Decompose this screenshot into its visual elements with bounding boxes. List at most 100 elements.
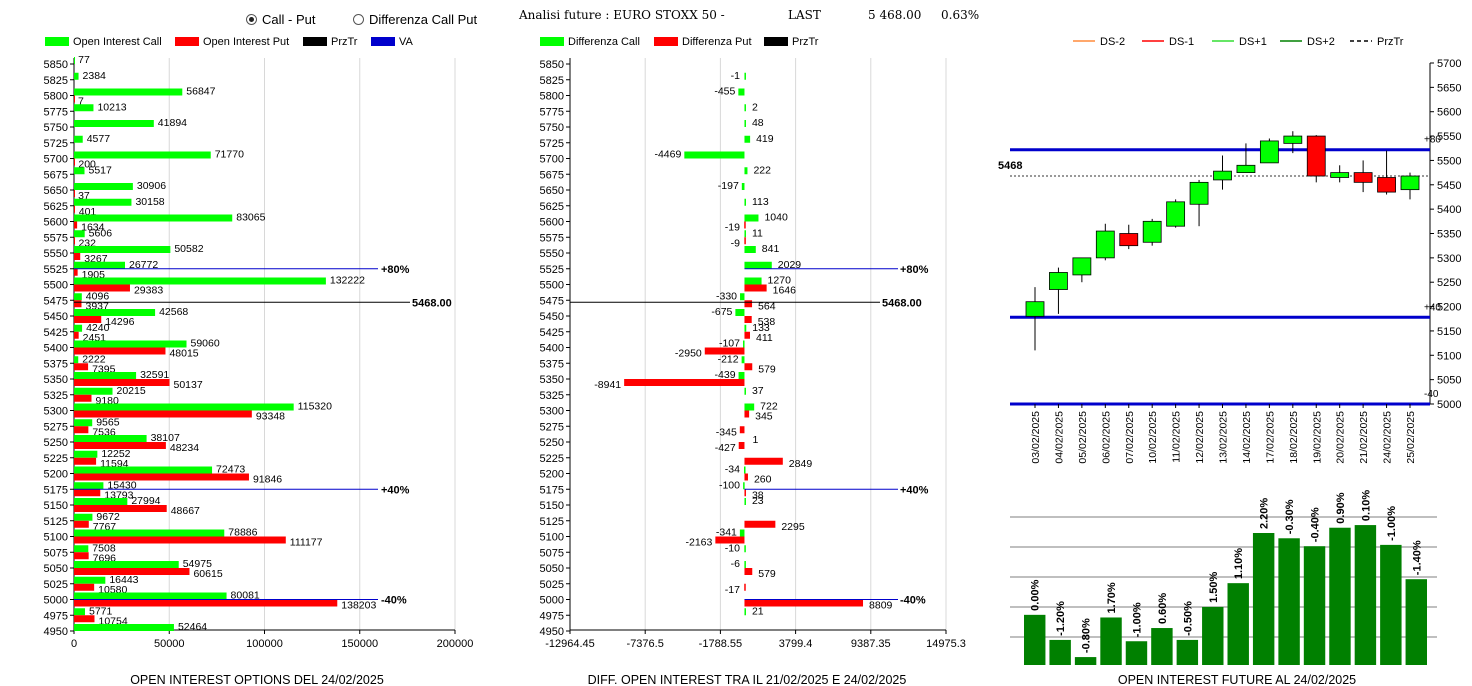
c1-label-call-14: 132222 bbox=[330, 275, 365, 287]
c1-label-call-10: 83065 bbox=[236, 212, 265, 224]
c4-bar-label-12: 0.90% bbox=[1335, 492, 1347, 523]
c2-label-call-14: 1270 bbox=[768, 275, 792, 287]
c3-hline-label-2: -40 bbox=[1424, 389, 1439, 400]
c1-ytick-label-35: 4975 bbox=[44, 610, 68, 622]
c2-bar-call-4 bbox=[744, 120, 746, 127]
c1-bar-call-35 bbox=[74, 608, 85, 616]
c2-ytick-label-17: 5425 bbox=[540, 327, 564, 339]
c2-label-put-22: 345 bbox=[755, 411, 773, 423]
c3-xtick-label-0: 03/02/2025 bbox=[1030, 411, 1042, 464]
c2-bar-call-27 bbox=[743, 482, 745, 490]
c2-bar-call-5 bbox=[744, 135, 751, 143]
c4-bar-label-10: -0.30% bbox=[1284, 499, 1296, 534]
c2-ytick-label-35: 4975 bbox=[540, 610, 564, 622]
c4-bar-9 bbox=[1252, 533, 1275, 665]
c1-bar-call-20 bbox=[74, 372, 137, 379]
c3-candle-10 bbox=[1259, 140, 1279, 164]
c2-bar-put-19 bbox=[744, 363, 753, 371]
c1-bar-call-5 bbox=[74, 135, 83, 143]
c1-label-call-36: 52464 bbox=[178, 621, 207, 633]
c4-title: OPEN INTEREST FUTURE AL 24/02/2025 bbox=[1118, 673, 1356, 686]
c1-bar-call-8 bbox=[74, 183, 133, 190]
c2-ytick-label-30: 5100 bbox=[540, 532, 564, 544]
c2-ytick-label-7: 5675 bbox=[540, 169, 564, 181]
c3-xtick-label-16: 25/02/2025 bbox=[1405, 411, 1417, 464]
c2-label-call-10: 1040 bbox=[764, 212, 788, 224]
c1-bar-call-32 bbox=[74, 561, 179, 568]
c3-xtick-label-12: 19/02/2025 bbox=[1311, 411, 1323, 464]
c1-bar-call-21 bbox=[74, 387, 113, 395]
c4-bar-2 bbox=[1074, 657, 1097, 665]
c3-xtick-label-11: 18/02/2025 bbox=[1288, 411, 1300, 464]
c1-bar-call-27 bbox=[74, 482, 104, 490]
c2-label-put-19: 579 bbox=[758, 363, 776, 375]
c1-bar-call-14 bbox=[74, 277, 326, 285]
c2-label-put-27: 38 bbox=[752, 489, 764, 501]
c2-legend-label-1: Differenza Put bbox=[682, 36, 752, 48]
c2-label-call-1: -1 bbox=[731, 70, 740, 82]
c1-xtick-label-0: 0 bbox=[71, 638, 77, 650]
c1-ytick-label-4: 5750 bbox=[44, 122, 68, 134]
c1-bar-call-11 bbox=[74, 230, 85, 238]
c1-label-call-35: 5771 bbox=[89, 605, 113, 617]
c1-ytick-label-3: 5775 bbox=[44, 106, 68, 118]
c3-xtick-label-9: 14/02/2025 bbox=[1241, 411, 1253, 464]
c1-legend-label-3: VA bbox=[399, 36, 414, 48]
candlestick-chart: DS-2 DS-1 DS+1 DS+2 PrzTr 5000 5050 5100 5150 520… bbox=[998, 36, 1461, 464]
c1-label-put-26: 91846 bbox=[253, 474, 282, 486]
c2-label-call-2: -455 bbox=[714, 86, 735, 98]
radio-difference-indicator bbox=[353, 13, 364, 25]
c1-bar-put-23 bbox=[74, 426, 89, 434]
c2-label-call-31: -10 bbox=[725, 542, 740, 554]
c2-label-call-27: -100 bbox=[719, 479, 740, 491]
c1-bar-call-23 bbox=[74, 419, 93, 427]
c1-label-call-20: 32591 bbox=[140, 369, 169, 381]
c1-legend-swatch-3 bbox=[371, 37, 395, 46]
c2-marker-label-0: +80% bbox=[900, 264, 929, 276]
c1-bar-put-2 bbox=[74, 95, 75, 103]
c2-bar-call-10 bbox=[744, 214, 759, 222]
c2-label-put-26: 260 bbox=[754, 474, 772, 486]
c2-bar-call-7 bbox=[744, 167, 748, 175]
c1-label-call-12: 50582 bbox=[174, 243, 203, 255]
c2-ytick-label-27: 5175 bbox=[540, 484, 564, 496]
c1-bar-put-32 bbox=[74, 568, 190, 575]
c2-xtick-label-3: 3799.4 bbox=[779, 638, 813, 650]
c1-ytick-label-26: 5200 bbox=[44, 469, 68, 481]
c1-bar-call-26 bbox=[74, 466, 213, 474]
c4-bar-label-8: 1.10% bbox=[1233, 548, 1245, 579]
c1-ytick-label-11: 5575 bbox=[44, 232, 68, 244]
c4-bar-label-13: 0.10% bbox=[1360, 490, 1372, 521]
c1-label-call-17: 4240 bbox=[86, 322, 110, 334]
c2-ytick-label-8: 5650 bbox=[540, 185, 564, 197]
c1-price-label: 5468.00 bbox=[412, 297, 452, 309]
c2-ytick-label-13: 5525 bbox=[540, 264, 564, 276]
c2-label-put-18: -2950 bbox=[675, 348, 702, 360]
c1-bar-put-35 bbox=[74, 615, 95, 623]
c1-ytick-label-10: 5600 bbox=[44, 217, 68, 229]
c2-label-put-17: 411 bbox=[756, 332, 773, 344]
c1-label-call-3: 10213 bbox=[97, 101, 126, 113]
c1-bar-put-29 bbox=[74, 520, 89, 528]
radio-difference[interactable]: Differenza Call Put bbox=[353, 10, 477, 28]
c4-bar-6 bbox=[1176, 639, 1199, 665]
c1-bar-call-24 bbox=[74, 435, 147, 442]
c2-ytick-label-10: 5600 bbox=[540, 217, 564, 229]
c2-bar-put-22 bbox=[744, 410, 750, 418]
c2-ytick-label-33: 5025 bbox=[540, 579, 564, 591]
c1-ytick-label-33: 5025 bbox=[44, 579, 68, 591]
c1-label-call-21: 20215 bbox=[117, 385, 146, 397]
radio-call-put[interactable]: Call - Put bbox=[246, 10, 315, 28]
c1-bar-call-17 bbox=[74, 324, 83, 332]
c4-bar-3 bbox=[1100, 617, 1122, 665]
c1-ytick-label-28: 5150 bbox=[44, 500, 68, 512]
c1-label-call-0: 77 bbox=[78, 54, 90, 66]
c3-candle-7 bbox=[1189, 181, 1209, 205]
c3-price-label: 5468 bbox=[998, 160, 1022, 172]
c3-candle-8 bbox=[1213, 170, 1232, 181]
c3-xtick-label-13: 20/02/2025 bbox=[1335, 411, 1347, 464]
c2-ytick-label-9: 5625 bbox=[540, 201, 564, 213]
c1-label-put-28: 48667 bbox=[171, 505, 200, 517]
c1-label-call-25: 12252 bbox=[101, 448, 130, 460]
c3-ytick-label-9: 5450 bbox=[1437, 180, 1461, 192]
